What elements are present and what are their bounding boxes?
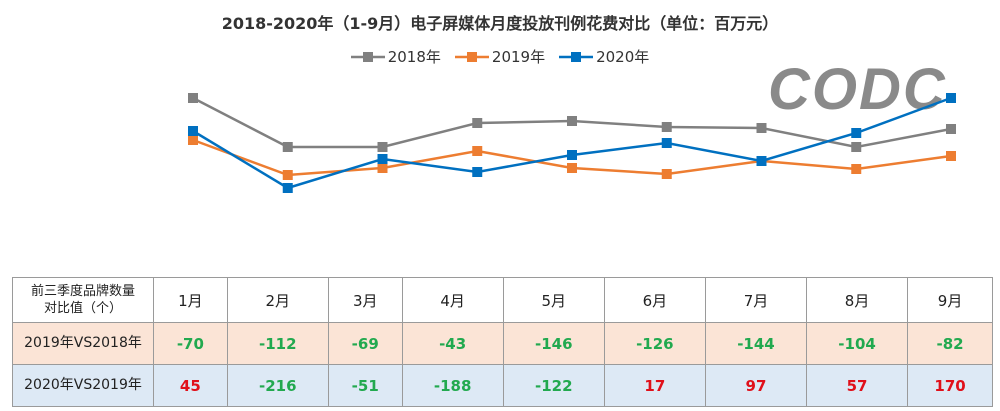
data-point — [756, 123, 767, 133]
data-point — [377, 154, 388, 164]
value-cell: -82 — [907, 322, 993, 365]
month-header: 9月 — [907, 277, 993, 323]
month-header: 3月 — [327, 277, 403, 323]
data-point — [946, 124, 956, 134]
value-cell: 17 — [603, 364, 706, 407]
data-point — [851, 128, 862, 138]
value-cell: -51 — [327, 364, 403, 407]
chart-title: 2018-2020年（1-9月）电子屏媒体月度投放刊例花费对比（单位：百万元） — [221, 14, 779, 33]
data-point — [661, 169, 672, 179]
value-cell: -146 — [502, 322, 605, 365]
value-cell: 57 — [806, 364, 909, 407]
month-header: 2月 — [226, 277, 329, 323]
data-point — [946, 93, 956, 103]
data-point — [756, 156, 767, 166]
data-point — [567, 163, 577, 173]
line-chart — [188, 93, 956, 193]
data-point — [472, 167, 483, 177]
month-header: 1月 — [153, 277, 228, 323]
data-point — [946, 151, 956, 161]
legend-marker-icon — [350, 51, 385, 62]
value-cell: 97 — [704, 364, 808, 407]
data-point — [851, 142, 862, 152]
data-point — [188, 93, 198, 103]
data-point — [282, 142, 293, 152]
corner-line2: 对比值（个） — [43, 301, 122, 316]
value-cell: -69 — [327, 322, 403, 365]
data-point — [377, 163, 388, 173]
value-cell: -188 — [401, 364, 504, 407]
table-row: 2020年VS2019年 45 -216 -51 -188 -122 17 97 57 170 — [12, 364, 993, 407]
value-cell: 170 — [907, 364, 993, 407]
legend-label: 2019年 — [491, 48, 546, 66]
legend-item: 2020年 — [559, 46, 649, 67]
legend-item: 2019年 — [454, 46, 546, 67]
month-header: 6月 — [603, 277, 706, 323]
data-point — [188, 126, 198, 136]
data-point — [851, 164, 862, 174]
row-label: 2020年VS2019年 — [12, 364, 154, 407]
value-cell: -216 — [226, 364, 329, 407]
data-point — [661, 122, 672, 132]
data-point — [472, 118, 483, 128]
brand-count-table: 前三季度品牌数量 对比值（个） 1月 2月 3月 4月 5月 6月 7月 8月 9月 2019年V… — [12, 277, 993, 407]
corner-line1: 前三季度品牌数量 — [30, 284, 135, 299]
value-cell: -104 — [806, 322, 909, 365]
month-header: 8月 — [806, 277, 909, 323]
data-point — [282, 183, 293, 193]
legend: 2018年 2019年 2020年 — [0, 46, 1000, 67]
legend-label: 2018年 — [387, 48, 441, 66]
legend-marker-icon — [454, 51, 489, 62]
value-cell: -70 — [153, 322, 228, 365]
table-row: 2019年VS2018年 -70 -112 -69 -43 -146 -126 -144 -1… — [12, 322, 993, 365]
row-label: 2019年VS2018年 — [12, 322, 154, 365]
value-cell: -112 — [226, 322, 329, 365]
legend-marker-icon — [559, 51, 594, 62]
month-header: 4月 — [401, 277, 504, 323]
value-cell: -144 — [704, 322, 808, 365]
data-point — [567, 116, 577, 126]
data-point — [282, 170, 293, 180]
value-cell: -122 — [502, 364, 605, 407]
legend-item: 2018年 — [350, 46, 441, 67]
data-point — [472, 146, 483, 156]
data-point — [567, 150, 577, 160]
data-point — [661, 138, 672, 148]
legend-label: 2020年 — [596, 48, 650, 66]
month-header: 5月 — [502, 277, 605, 323]
table-header-row: 前三季度品牌数量 对比值（个） 1月 2月 3月 4月 5月 6月 7月 8月 9月 — [12, 277, 993, 323]
data-point — [377, 142, 388, 152]
corner-header: 前三季度品牌数量 对比值（个） — [12, 277, 154, 323]
value-cell: 45 — [153, 364, 228, 407]
month-header: 7月 — [704, 277, 808, 323]
data-point — [188, 135, 198, 145]
value-cell: -43 — [401, 322, 504, 365]
value-cell: -126 — [603, 322, 706, 365]
